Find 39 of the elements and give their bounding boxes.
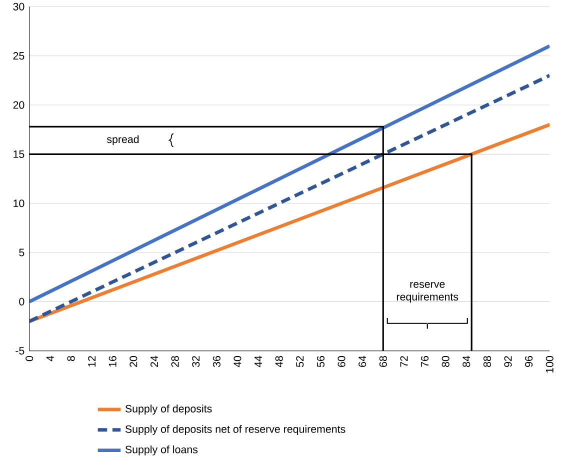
x-tick-label: 92: [504, 356, 512, 368]
x-tick-label: 48: [275, 356, 283, 368]
annotation: spread: [106, 135, 139, 146]
x-tick-label: 64: [358, 356, 366, 368]
legend-label: Supply of deposits: [125, 404, 212, 415]
y-tick-label: 10: [14, 200, 24, 208]
x-tick-label: 20: [130, 356, 138, 368]
x-tick-label: 96: [525, 356, 533, 368]
x-tick-label: 16: [108, 356, 116, 367]
x-tick-label: 88: [483, 356, 491, 368]
y-tick-label: 5: [19, 248, 24, 256]
y-tick-label: 30: [13, 3, 24, 11]
x-tick-label: 40: [234, 356, 242, 368]
x-tick-label: 28: [171, 356, 179, 368]
x-tick-label: 12: [88, 356, 96, 367]
x-tick-label: 60: [338, 356, 346, 368]
x-tick-label: 68: [379, 356, 387, 368]
x-tick-label: 36: [212, 356, 220, 368]
x-tick-label: 32: [192, 356, 200, 368]
annotation: reserve requirements: [396, 282, 458, 303]
x-tick-label: 72: [400, 356, 408, 368]
y-tick-label: 25: [13, 52, 24, 60]
x-tick-label: 44: [254, 356, 262, 368]
y-tick-label: 0: [19, 298, 24, 306]
y-tick-label: -5: [16, 347, 24, 355]
x-tick-label: 56: [316, 356, 324, 368]
legend-label: Supply of deposits net of reserve requirements: [125, 425, 346, 436]
x-tick-label: 24: [150, 356, 158, 368]
x-tick-label: 76: [420, 356, 429, 368]
x-tick-label: 8: [67, 356, 75, 362]
y-tick-label: 20: [13, 101, 24, 109]
x-tick-label: 4: [46, 356, 54, 362]
legend-label: Supply of loans: [125, 446, 198, 456]
x-tick-label: 84: [462, 356, 470, 368]
x-tick-label: 0: [26, 356, 34, 362]
x-tick-label: 80: [442, 356, 450, 368]
x-tick-label: 100: [546, 356, 554, 373]
x-tick-label: 52: [296, 356, 304, 368]
y-tick-label: 15: [14, 150, 24, 158]
